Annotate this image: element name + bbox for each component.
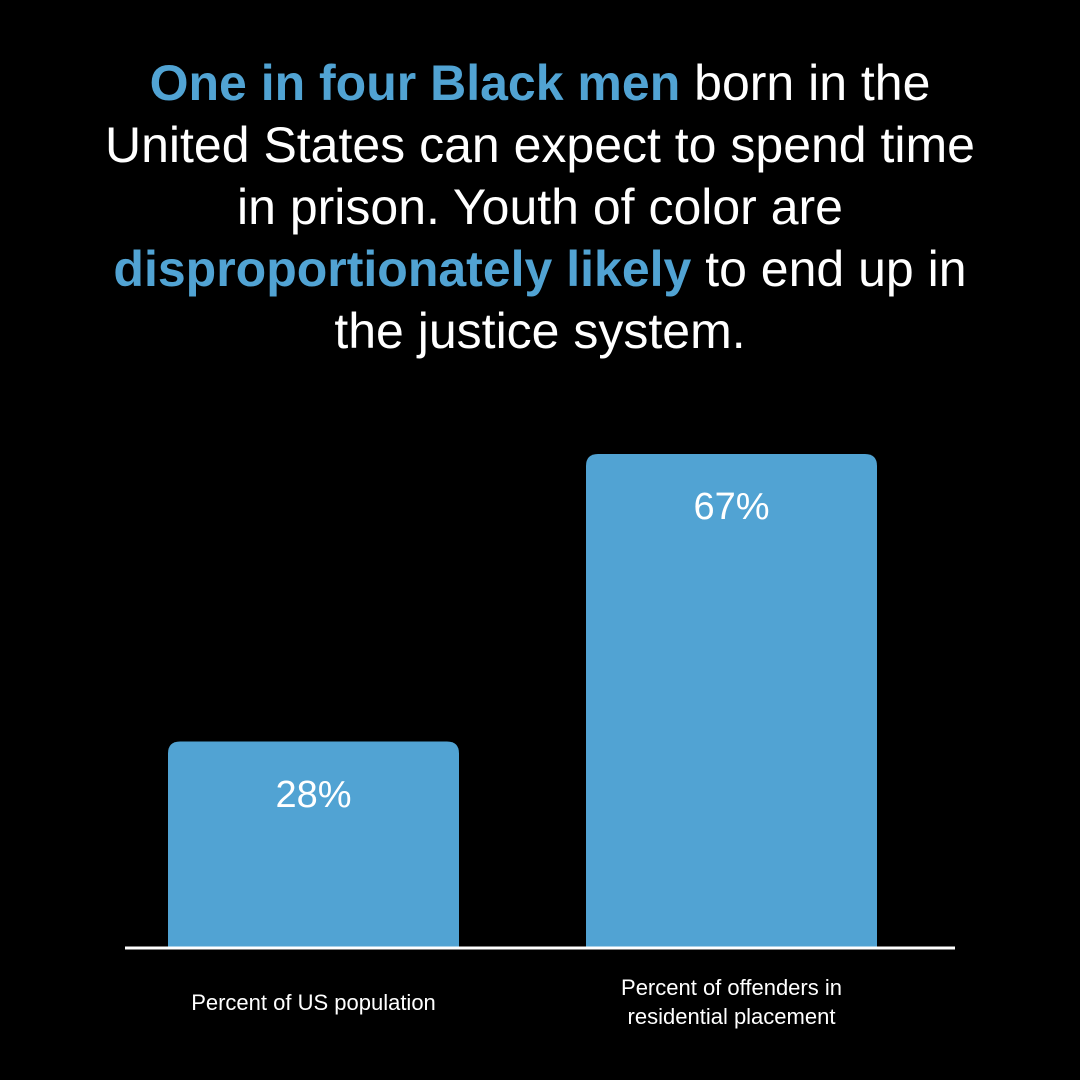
- title-run: to end up in the justice system.: [334, 241, 967, 359]
- bar: [586, 454, 877, 948]
- value-label: 28%: [275, 773, 352, 816]
- chart-title: One in four Black men born in the United…: [80, 52, 1000, 362]
- category-label: Percent of US population: [191, 989, 436, 1015]
- category-label: Percent of offenders in residential plac…: [621, 975, 842, 1029]
- title-run: disproportionately likely: [113, 241, 692, 297]
- bar: [168, 741, 459, 948]
- title-run: One in four Black men: [149, 55, 681, 111]
- value-label: 67%: [693, 486, 770, 528]
- title-run: born in the United States can expect to …: [105, 55, 975, 235]
